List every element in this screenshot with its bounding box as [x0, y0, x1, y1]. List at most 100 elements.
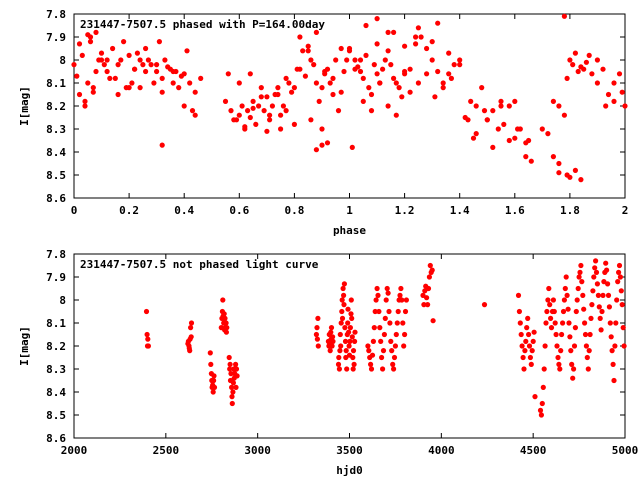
- data-point: [381, 331, 387, 338]
- x-tick-label: 3500: [336, 444, 363, 457]
- x-tick-label: 0.6: [229, 204, 249, 217]
- data-point: [556, 160, 562, 167]
- data-point: [74, 73, 80, 79]
- data-point: [561, 297, 568, 303]
- data-point: [567, 57, 573, 63]
- data-point: [335, 108, 342, 114]
- data-point: [227, 366, 233, 372]
- x-tick-label: 5000: [612, 444, 639, 457]
- data-point: [286, 80, 292, 86]
- data-point: [104, 57, 110, 63]
- data-point: [115, 91, 121, 98]
- data-point: [402, 43, 408, 49]
- data-point: [233, 361, 239, 367]
- data-point: [345, 306, 351, 312]
- data-point: [363, 52, 369, 59]
- data-point: [71, 62, 77, 68]
- data-point: [313, 29, 319, 35]
- data-point: [234, 373, 240, 379]
- data-point: [85, 80, 91, 86]
- data-point: [348, 297, 354, 303]
- data-point: [550, 154, 557, 160]
- data-point: [386, 308, 392, 315]
- data-point: [576, 274, 582, 280]
- data-point: [376, 308, 382, 315]
- data-point: [372, 308, 378, 315]
- data-point: [330, 334, 336, 340]
- data-point: [567, 334, 573, 340]
- data-point: [605, 292, 612, 298]
- data-point: [393, 112, 399, 118]
- data-point: [118, 57, 124, 63]
- data-point: [432, 94, 438, 100]
- data-point: [145, 336, 151, 342]
- data-point: [275, 91, 281, 98]
- data-point: [366, 348, 372, 354]
- x-tick-label: 0.8: [284, 204, 304, 217]
- data-point: [143, 68, 149, 75]
- data-point: [140, 62, 146, 68]
- data-point: [363, 22, 369, 29]
- data-point: [159, 75, 165, 81]
- data-point: [343, 354, 349, 361]
- data-point: [267, 112, 273, 118]
- data-point: [211, 373, 217, 379]
- data-point: [448, 75, 454, 81]
- data-point: [368, 91, 375, 98]
- data-point: [278, 126, 284, 132]
- chart-title: 231447-7507.5 phased with P=164.00day: [80, 18, 325, 31]
- data-point: [343, 348, 349, 354]
- data-point: [397, 292, 403, 298]
- data-point: [384, 285, 390, 292]
- data-point: [512, 135, 518, 141]
- data-point: [382, 57, 388, 63]
- data-point: [371, 62, 377, 68]
- data-point: [101, 62, 107, 68]
- data-point: [403, 297, 409, 303]
- data-point: [129, 80, 135, 86]
- data-point: [424, 45, 430, 52]
- data-point: [269, 103, 275, 109]
- data-point: [229, 400, 235, 407]
- y-tick-label: 8.3: [46, 123, 66, 136]
- data-point: [308, 57, 314, 63]
- data-point: [619, 89, 625, 95]
- data-point: [490, 144, 496, 150]
- data-point: [258, 85, 264, 91]
- data-point: [104, 68, 110, 75]
- data-point: [560, 320, 566, 326]
- data-point: [107, 75, 113, 81]
- data-point: [543, 320, 549, 326]
- data-point: [145, 57, 151, 63]
- data-point: [550, 98, 557, 104]
- data-point: [98, 50, 105, 56]
- data-point: [530, 338, 536, 344]
- y-tick-label: 7.8: [46, 248, 66, 261]
- data-point: [388, 338, 394, 344]
- data-point: [340, 285, 346, 292]
- data-point: [515, 292, 522, 298]
- data-point: [589, 71, 595, 77]
- data-point: [328, 329, 334, 335]
- data-point: [339, 315, 346, 321]
- x-tick-label: 3000: [244, 444, 271, 457]
- data-point: [368, 366, 375, 372]
- data-point: [539, 126, 545, 132]
- data-point: [527, 354, 534, 361]
- data-point: [380, 366, 386, 372]
- data-point: [413, 41, 419, 47]
- data-point: [280, 103, 286, 109]
- data-point: [322, 68, 328, 75]
- data-point: [330, 75, 336, 81]
- data-point: [524, 325, 530, 331]
- data-point: [338, 320, 344, 326]
- data-point: [126, 52, 132, 59]
- data-point: [586, 348, 592, 354]
- x-tick-labels: 0 0.2 0.4 0.6 0.8 1 1.2 1.4 1.6 1.8 2: [71, 204, 629, 217]
- data-point: [537, 407, 544, 413]
- data-point: [224, 325, 230, 331]
- data-point: [468, 98, 474, 104]
- data-point: [233, 117, 240, 123]
- data-point: [422, 288, 428, 294]
- data-point: [600, 292, 606, 298]
